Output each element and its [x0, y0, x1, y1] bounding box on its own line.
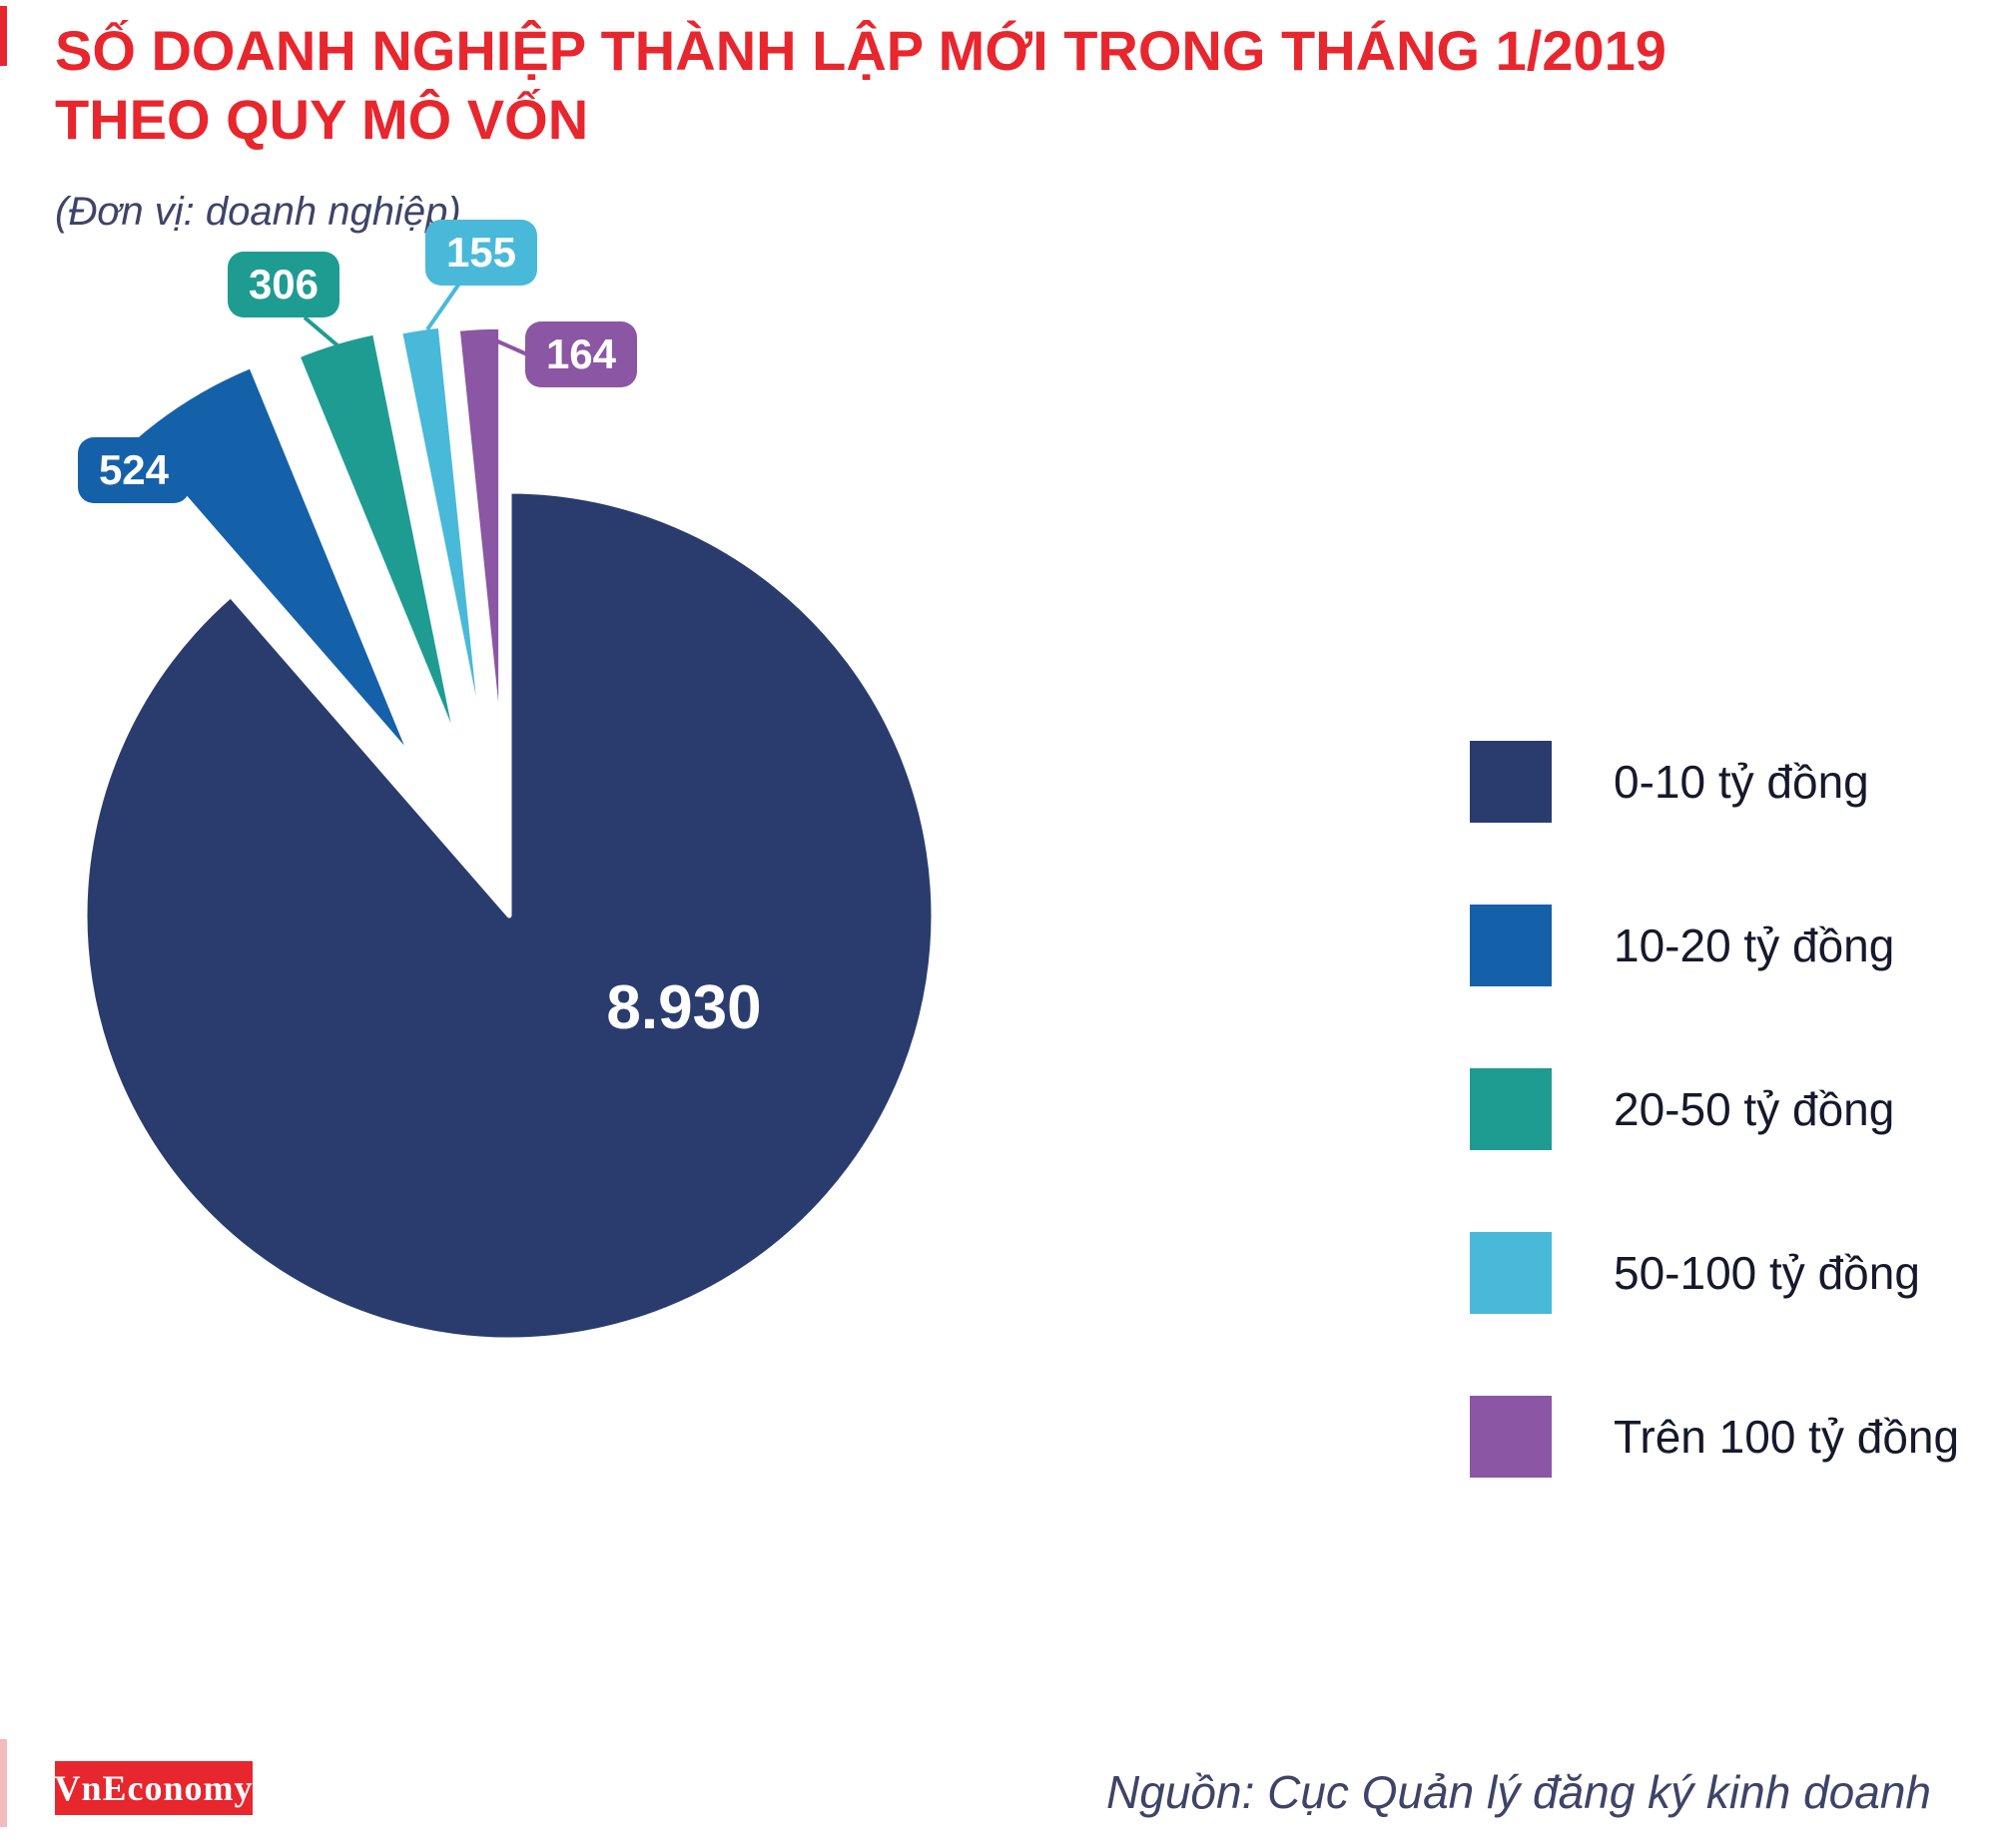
- legend: 0-10 tỷ đồng 10-20 tỷ đồng 20-50 tỷ đồng…: [1470, 741, 1959, 1559]
- source-credit: Nguồn: Cục Quản lý đăng ký kinh doanh: [1106, 1766, 1931, 1818]
- pie-chart: 8.930: [82, 282, 937, 1343]
- legend-swatch-over-100: [1470, 1396, 1552, 1478]
- legend-label-20-50: 20-50 tỷ đồng: [1614, 1083, 1895, 1135]
- callout-line-50-100: [425, 282, 461, 331]
- callout-badge-over-100: 164: [525, 321, 637, 387]
- legend-item-20-50: 20-50 tỷ đồng: [1470, 1068, 1959, 1150]
- legend-item-50-100: 50-100 tỷ đồng: [1470, 1232, 1959, 1314]
- legend-item-10-20: 10-20 tỷ đồng: [1470, 905, 1959, 986]
- vneconomy-logo: VnEconomy: [54, 1761, 253, 1815]
- callout-badge-10-20: 524: [78, 437, 190, 503]
- legend-label-50-100: 50-100 tỷ đồng: [1614, 1247, 1920, 1299]
- main-slice-value-label: 8.930: [606, 973, 761, 1042]
- pie-slice-4: [454, 323, 504, 754]
- pie-slice-0: [82, 488, 937, 1343]
- legend-item-over-100: Trên 100 tỷ đồng: [1470, 1396, 1959, 1478]
- legend-label-10-20: 10-20 tỷ đồng: [1614, 920, 1895, 971]
- legend-swatch-10-20: [1470, 905, 1552, 986]
- legend-label-0-10: 0-10 tỷ đồng: [1614, 756, 1869, 808]
- callout-line-10-20: [189, 469, 246, 504]
- page-title: SỐ DOANH NGHIỆP THÀNH LẬP MỚI TRONG THÁN…: [55, 19, 1666, 152]
- legend-swatch-0-10: [1470, 741, 1552, 823]
- legend-item-0-10: 0-10 tỷ đồng: [1470, 741, 1959, 823]
- legend-label-over-100: Trên 100 tỷ đồng: [1614, 1411, 1960, 1463]
- callout-line-over-100: [492, 337, 528, 356]
- edge-accent-bottom: [0, 1739, 7, 1827]
- callout-badge-50-100: 155: [425, 220, 537, 286]
- edge-accent-top: [0, 6, 7, 66]
- pie-slice-3: [397, 322, 486, 751]
- legend-swatch-50-100: [1470, 1232, 1552, 1314]
- legend-swatch-20-50: [1470, 1068, 1552, 1150]
- callout-line-20-50: [303, 315, 346, 353]
- callout-badge-20-50: 306: [228, 252, 339, 317]
- pie-slice-1: [131, 362, 415, 762]
- unit-note: (Đơn vị: doanh nghiệp): [55, 190, 461, 234]
- pie-slices-group: [82, 322, 937, 1343]
